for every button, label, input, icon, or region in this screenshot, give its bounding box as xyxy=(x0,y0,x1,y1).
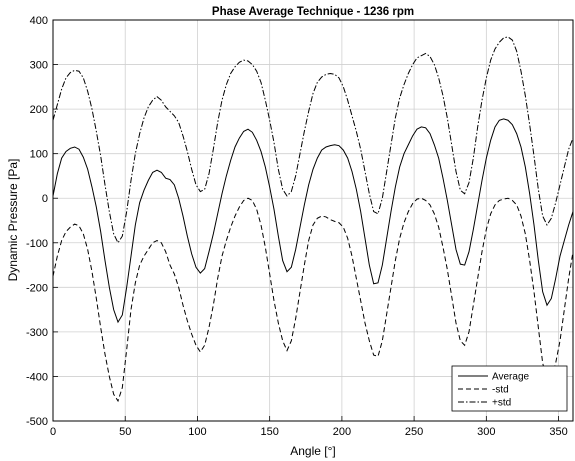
y-tick-label: 200 xyxy=(30,104,48,116)
y-tick-label: 400 xyxy=(30,15,48,27)
series-line-plus-std xyxy=(52,36,574,244)
x-axis-label: Angle [°] xyxy=(290,444,336,458)
y-tick-label: -500 xyxy=(26,416,48,428)
legend-label: -std xyxy=(492,385,509,396)
legend-label: Average xyxy=(492,372,530,383)
chart-title: Phase Average Technique - 1236 rpm xyxy=(212,6,414,18)
y-tick-label: -400 xyxy=(26,371,48,383)
legend-label: +std xyxy=(492,398,511,409)
x-tick-label: 250 xyxy=(405,426,423,438)
x-tick-label: 350 xyxy=(549,426,567,438)
y-tick-label: -100 xyxy=(26,238,48,250)
x-tick-label: 200 xyxy=(333,426,351,438)
axis-ticks: 0 50 100 150 200 250 300 350 -500 -400 -300 -200 -10… xyxy=(26,15,568,438)
axes-frame xyxy=(52,19,574,422)
plot-area-series xyxy=(52,36,574,403)
series-line-average xyxy=(52,118,574,324)
y-tick-label: 100 xyxy=(30,149,48,161)
y-tick-label: -300 xyxy=(26,327,48,339)
x-tick-label: 300 xyxy=(477,426,495,438)
series-line-minus-std xyxy=(52,197,574,403)
x-tick-label: 50 xyxy=(119,426,131,438)
y-tick-label: 300 xyxy=(30,60,48,72)
y-tick-label: -200 xyxy=(26,282,48,294)
legend-box xyxy=(451,365,568,412)
legend: Average -std +std xyxy=(451,365,568,412)
x-tick-label: 100 xyxy=(188,426,206,438)
x-tick-label: 150 xyxy=(260,426,278,438)
y-axis-label: Dynamic Pressure [Pa] xyxy=(6,159,20,282)
y-tick-label: 0 xyxy=(42,193,48,205)
x-tick-label: 0 xyxy=(50,426,56,438)
